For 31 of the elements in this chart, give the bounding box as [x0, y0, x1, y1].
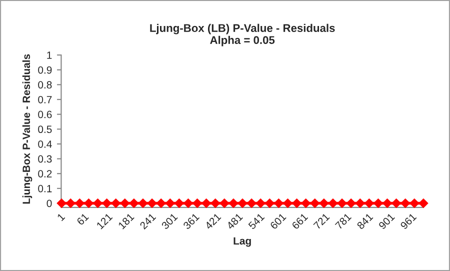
x-tick-label: 121 [96, 212, 113, 230]
x-tick-label: 721 [313, 212, 330, 230]
x-tick-label: 241 [139, 212, 156, 230]
x-axis-title: Lag [234, 237, 251, 247]
x-tick-label: 661 [291, 212, 308, 230]
x-tick-label: 481 [226, 212, 244, 230]
x-tick-label: 781 [334, 212, 352, 230]
x-tick-label: 301 [161, 212, 178, 230]
y-tick-label: 0 [46, 200, 52, 208]
y-tick-label: 0.6 [38, 110, 52, 118]
y-axis-title: Ljung-Box P-Value - Residuals [22, 54, 32, 204]
x-tick-label: 181 [118, 212, 134, 230]
y-tick-label: 0.4 [38, 140, 52, 148]
y-tick-label: 0.3 [38, 155, 52, 163]
x-tick-label: 61 [76, 212, 89, 226]
chart-title: Ljung-Box (LB) P-Value - Residuals Alpha = 0.05 [150, 24, 335, 46]
x-tick-label: 601 [270, 212, 286, 230]
x-tick-label: 541 [248, 212, 265, 230]
x-tick-label: 841 [356, 212, 374, 230]
y-tick-label: 0.9 [38, 66, 52, 74]
x-tick-label: 421 [204, 212, 222, 230]
y-tick-label: 0.2 [38, 170, 52, 178]
y-tick-label: 0.8 [38, 81, 52, 89]
x-tick-label: 961 [400, 212, 417, 230]
y-tick-label: 0.7 [38, 96, 52, 104]
x-tick-label: 1 [56, 212, 66, 222]
x-tick-label: 361 [182, 212, 200, 230]
y-tick-label: 1 [47, 52, 52, 59]
x-tick-label: 901 [378, 212, 396, 230]
y-tick-label: 0.5 [38, 126, 52, 134]
y-tick-label: 0.1 [38, 184, 52, 192]
